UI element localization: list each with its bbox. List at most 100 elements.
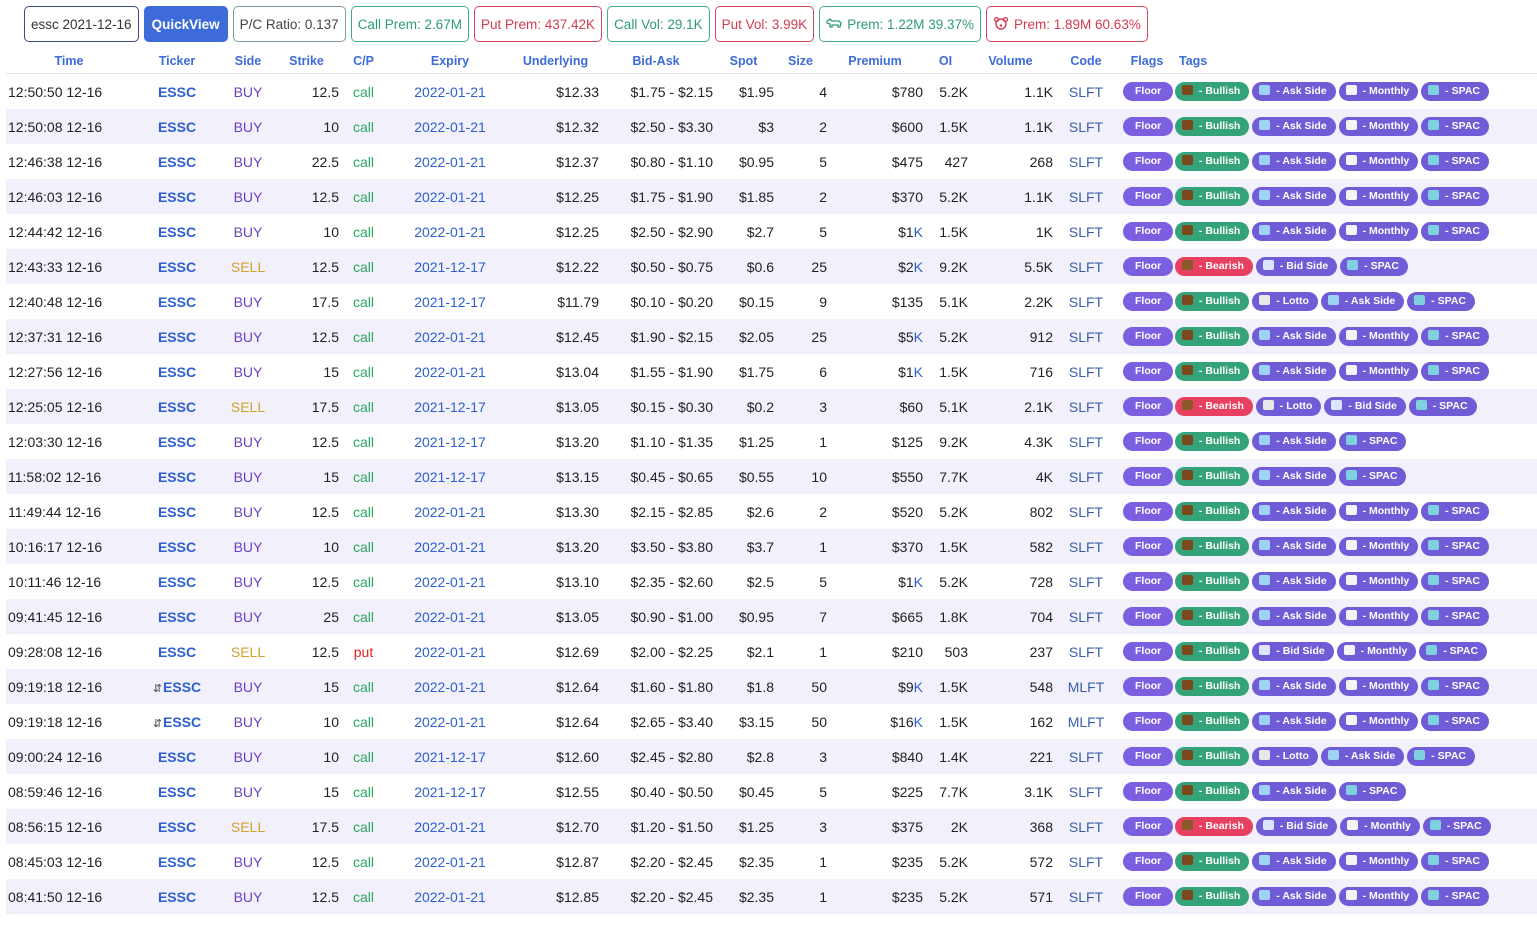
tag-badge-bullish[interactable]: - Bullish	[1175, 677, 1250, 696]
table-row[interactable]: 08:41:50 12-16 ESSC BUY 12.5 call 2022-01-21 $…	[6, 879, 1537, 914]
tag-badge-spac[interactable]: - SPAC	[1421, 117, 1490, 136]
tag-badge-monthly[interactable]: - Monthly	[1338, 327, 1419, 346]
tag-badge-monthly[interactable]: - Monthly	[1338, 117, 1419, 136]
ticker-cell[interactable]: ESSC	[132, 179, 222, 214]
ticker-cell[interactable]: ESSC	[132, 389, 222, 424]
floor-badge[interactable]: Floor	[1123, 432, 1174, 451]
floor-badge[interactable]: Floor	[1123, 642, 1174, 661]
floor-badge[interactable]: Floor	[1123, 747, 1174, 766]
table-row[interactable]: 12:43:33 12-16 ESSC SELL 12.5 call 2021-12-17…	[6, 249, 1537, 284]
tag-badge-spac[interactable]: - SPAC	[1421, 327, 1490, 346]
tag-badge-monthly[interactable]: - Monthly	[1336, 642, 1417, 661]
tag-badge-ask-side[interactable]: - Ask Side	[1320, 292, 1405, 311]
tag-badge-ask-side[interactable]: - Ask Side	[1252, 502, 1336, 521]
floor-badge[interactable]: Floor	[1123, 817, 1174, 836]
ticker-cell[interactable]: ESSC	[132, 354, 222, 389]
col-side[interactable]: Side	[222, 48, 274, 74]
tag-badge-monthly[interactable]: - Monthly	[1338, 712, 1419, 731]
floor-badge[interactable]: Floor	[1123, 852, 1174, 871]
tag-badge-ask-side[interactable]: - Ask Side	[1252, 712, 1336, 731]
tag-badge-ask-side[interactable]: - Ask Side	[1252, 432, 1336, 451]
table-row[interactable]: 12:46:38 12-16 ESSC BUY 22.5 call 2022-01-21 $…	[6, 144, 1537, 179]
table-row[interactable]: 10:11:46 12-16 ESSC BUY 12.5 call 2022-01-21 $…	[6, 564, 1537, 599]
col-strike[interactable]: Strike	[274, 48, 339, 74]
tag-badge-bullish[interactable]: - Bullish	[1175, 467, 1250, 486]
floor-badge[interactable]: Floor	[1123, 362, 1174, 381]
col-volume[interactable]: Volume	[968, 48, 1053, 74]
floor-badge[interactable]: Floor	[1123, 152, 1174, 171]
tag-badge-ask-side[interactable]: - Ask Side	[1252, 327, 1336, 346]
tag-badge-spac[interactable]: - SPAC	[1421, 222, 1490, 241]
tag-badge-spac[interactable]: - SPAC	[1338, 467, 1407, 486]
ticker-link[interactable]: ESSC	[163, 713, 202, 730]
ticker-link[interactable]: ESSC	[157, 573, 197, 590]
ticker-cell[interactable]: ESSC	[132, 739, 222, 774]
tag-badge-ask-side[interactable]: - Ask Side	[1252, 887, 1336, 906]
tag-badge-bid-side[interactable]: - Bid Side	[1252, 642, 1334, 661]
ticker-cell[interactable]: ESSC	[132, 809, 222, 844]
ticker-link[interactable]: ESSC	[157, 223, 197, 240]
tag-badge-spac[interactable]: - SPAC	[1338, 782, 1407, 801]
tag-badge-monthly[interactable]: - Monthly	[1338, 152, 1419, 171]
tag-badge-ask-side[interactable]: - Ask Side	[1320, 747, 1405, 766]
ticker-link[interactable]: ESSC	[157, 293, 197, 310]
col-tags[interactable]: Tags	[1175, 48, 1537, 74]
ticker-cell[interactable]: ESSC	[132, 284, 222, 319]
tag-badge-spac[interactable]: - SPAC	[1338, 432, 1407, 451]
tag-badge-spac[interactable]: - SPAC	[1419, 642, 1488, 661]
tag-badge-monthly[interactable]: - Monthly	[1338, 572, 1419, 591]
tag-badge-bullish[interactable]: - Bullish	[1175, 502, 1250, 521]
tag-badge-ask-side[interactable]: - Ask Side	[1252, 782, 1336, 801]
ticker-cell[interactable]: ESSC	[132, 494, 222, 529]
tag-badge-lotto[interactable]: - Lotto	[1252, 292, 1318, 311]
ticker-link[interactable]: ESSC	[163, 678, 202, 695]
tag-badge-spac[interactable]: - SPAC	[1407, 292, 1476, 311]
floor-badge[interactable]: Floor	[1123, 187, 1174, 206]
floor-badge[interactable]: Floor	[1123, 117, 1174, 136]
table-row[interactable]: 09:00:24 12-16 ESSC BUY 10 call 2021-12-17 $12…	[6, 739, 1537, 774]
tag-badge-bullish[interactable]: - Bullish	[1175, 747, 1250, 766]
ticker-link[interactable]: ESSC	[157, 328, 197, 345]
tag-badge-bullish[interactable]: - Bullish	[1175, 782, 1250, 801]
ticker-link[interactable]: ESSC	[157, 748, 197, 765]
floor-badge[interactable]: Floor	[1123, 82, 1174, 101]
ticker-cell[interactable]: ESSC	[132, 529, 222, 564]
table-row[interactable]: 12:50:50 12-16 ESSC BUY 12.5 call 2022-01-21 $…	[6, 74, 1537, 110]
tag-badge-ask-side[interactable]: - Ask Side	[1252, 152, 1336, 171]
tag-badge-bearish[interactable]: - Bearish	[1175, 257, 1253, 276]
tag-badge-lotto[interactable]: - Lotto	[1252, 747, 1318, 766]
tag-badge-monthly[interactable]: - Monthly	[1338, 187, 1419, 206]
floor-badge[interactable]: Floor	[1123, 887, 1174, 906]
tag-badge-spac[interactable]: - SPAC	[1421, 887, 1490, 906]
tag-badge-monthly[interactable]: - Monthly	[1338, 222, 1419, 241]
tag-badge-bid-side[interactable]: - Bid Side	[1324, 397, 1406, 416]
table-row[interactable]: 09:28:08 12-16 ESSC SELL 12.5 put 2022-01-21 $…	[6, 634, 1537, 669]
tag-badge-spac[interactable]: - SPAC	[1421, 152, 1490, 171]
table-row[interactable]: 12:37:31 12-16 ESSC BUY 12.5 call 2022-01-21 $…	[6, 319, 1537, 354]
search-query-chip[interactable]: essc 2021-12-16	[24, 6, 139, 42]
ticker-cell[interactable]: ESSC	[132, 634, 222, 669]
table-row[interactable]: 12:44:42 12-16 ESSC BUY 10 call 2022-01-21 $12…	[6, 214, 1537, 249]
tag-badge-bullish[interactable]: - Bullish	[1175, 537, 1250, 556]
tag-badge-ask-side[interactable]: - Ask Side	[1252, 572, 1336, 591]
ticker-cell[interactable]: ⇵ESSC	[132, 704, 222, 739]
tag-badge-spac[interactable]: - SPAC	[1421, 187, 1490, 206]
tag-badge-bullish[interactable]: - Bullish	[1175, 887, 1250, 906]
ticker-link[interactable]: ESSC	[157, 258, 197, 275]
tag-badge-ask-side[interactable]: - Ask Side	[1252, 117, 1336, 136]
ticker-cell[interactable]: ESSC	[132, 109, 222, 144]
tag-badge-ask-side[interactable]: - Ask Side	[1252, 82, 1336, 101]
ticker-link[interactable]: ESSC	[157, 433, 197, 450]
ticker-link[interactable]: ESSC	[157, 538, 197, 555]
tag-badge-bullish[interactable]: - Bullish	[1175, 642, 1250, 661]
col-bid-ask[interactable]: Bid-Ask	[599, 48, 713, 74]
tag-badge-spac[interactable]: - SPAC	[1422, 817, 1491, 836]
tag-badge-bullish[interactable]: - Bullish	[1175, 117, 1250, 136]
tag-badge-bullish[interactable]: - Bullish	[1175, 852, 1250, 871]
tag-badge-ask-side[interactable]: - Ask Side	[1252, 537, 1336, 556]
tag-badge-bullish[interactable]: - Bullish	[1175, 82, 1250, 101]
tag-badge-spac[interactable]: - SPAC	[1340, 257, 1408, 276]
tag-badge-ask-side[interactable]: - Ask Side	[1252, 187, 1336, 206]
floor-badge[interactable]: Floor	[1123, 607, 1174, 626]
tag-badge-spac[interactable]: - SPAC	[1407, 747, 1476, 766]
